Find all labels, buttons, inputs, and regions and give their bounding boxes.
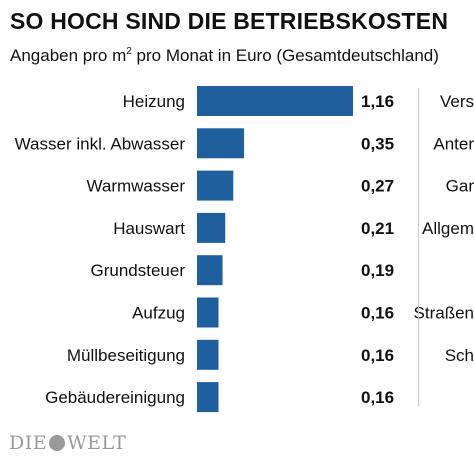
value-label: 0,21 — [361, 219, 394, 238]
category-label: Aufzug — [132, 304, 185, 323]
category-label: Warmwasser — [86, 177, 185, 196]
category-label: Heizung — [123, 92, 185, 111]
category-label: Grundsteuer — [91, 261, 186, 280]
bar — [197, 170, 234, 201]
right-column-label: Allgem — [422, 219, 474, 238]
bar — [197, 212, 226, 243]
logo-text-left: DIE — [9, 432, 48, 454]
column-divider — [418, 88, 419, 406]
right-column-label: Anter — [433, 134, 474, 153]
bar-chart: Heizung 1,16 Vers Wasser inkl. Abwasser 0,35… — [15, 86, 474, 413]
chart-subtitle: Angaben pro m2 pro Monat in Euro (Gesamt… — [10, 46, 439, 66]
right-column-label: Straßen — [414, 304, 474, 323]
bar — [197, 297, 219, 328]
value-label: 0,27 — [361, 177, 394, 196]
category-label: Wasser inkl. Abwasser — [15, 134, 186, 153]
bar — [197, 382, 219, 413]
bar — [197, 128, 245, 159]
value-label: 0,16 — [361, 346, 394, 365]
value-label: 0,19 — [361, 261, 394, 280]
right-column-label: Gar — [446, 177, 474, 196]
right-column-label: Vers — [440, 92, 474, 111]
category-label: Müllbeseitigung — [67, 346, 185, 365]
category-label: Gebäudereinigung — [45, 388, 185, 407]
bar — [197, 339, 219, 370]
right-column-label: Sch — [445, 346, 474, 365]
subtitle-superscript: 2 — [126, 46, 132, 57]
subtitle-part-2: pro Monat in Euro (Gesamtdeutschland) — [131, 46, 439, 65]
category-label: Hauswart — [113, 219, 185, 238]
die-welt-logo: DIE WELT — [9, 432, 126, 454]
value-label: 0,35 — [361, 134, 394, 153]
chart-title: SO HOCH SIND DIE BETRIEBSKOSTEN — [10, 8, 449, 34]
welt-emblem-icon — [49, 435, 66, 451]
value-label: 1,16 — [361, 92, 394, 111]
logo-text-right: WELT — [67, 432, 127, 454]
subtitle-part-1: Angaben pro m — [10, 46, 127, 65]
bar — [197, 255, 223, 286]
bar — [197, 86, 353, 116]
value-label: 0,16 — [361, 388, 394, 407]
value-label: 0,16 — [361, 304, 394, 323]
